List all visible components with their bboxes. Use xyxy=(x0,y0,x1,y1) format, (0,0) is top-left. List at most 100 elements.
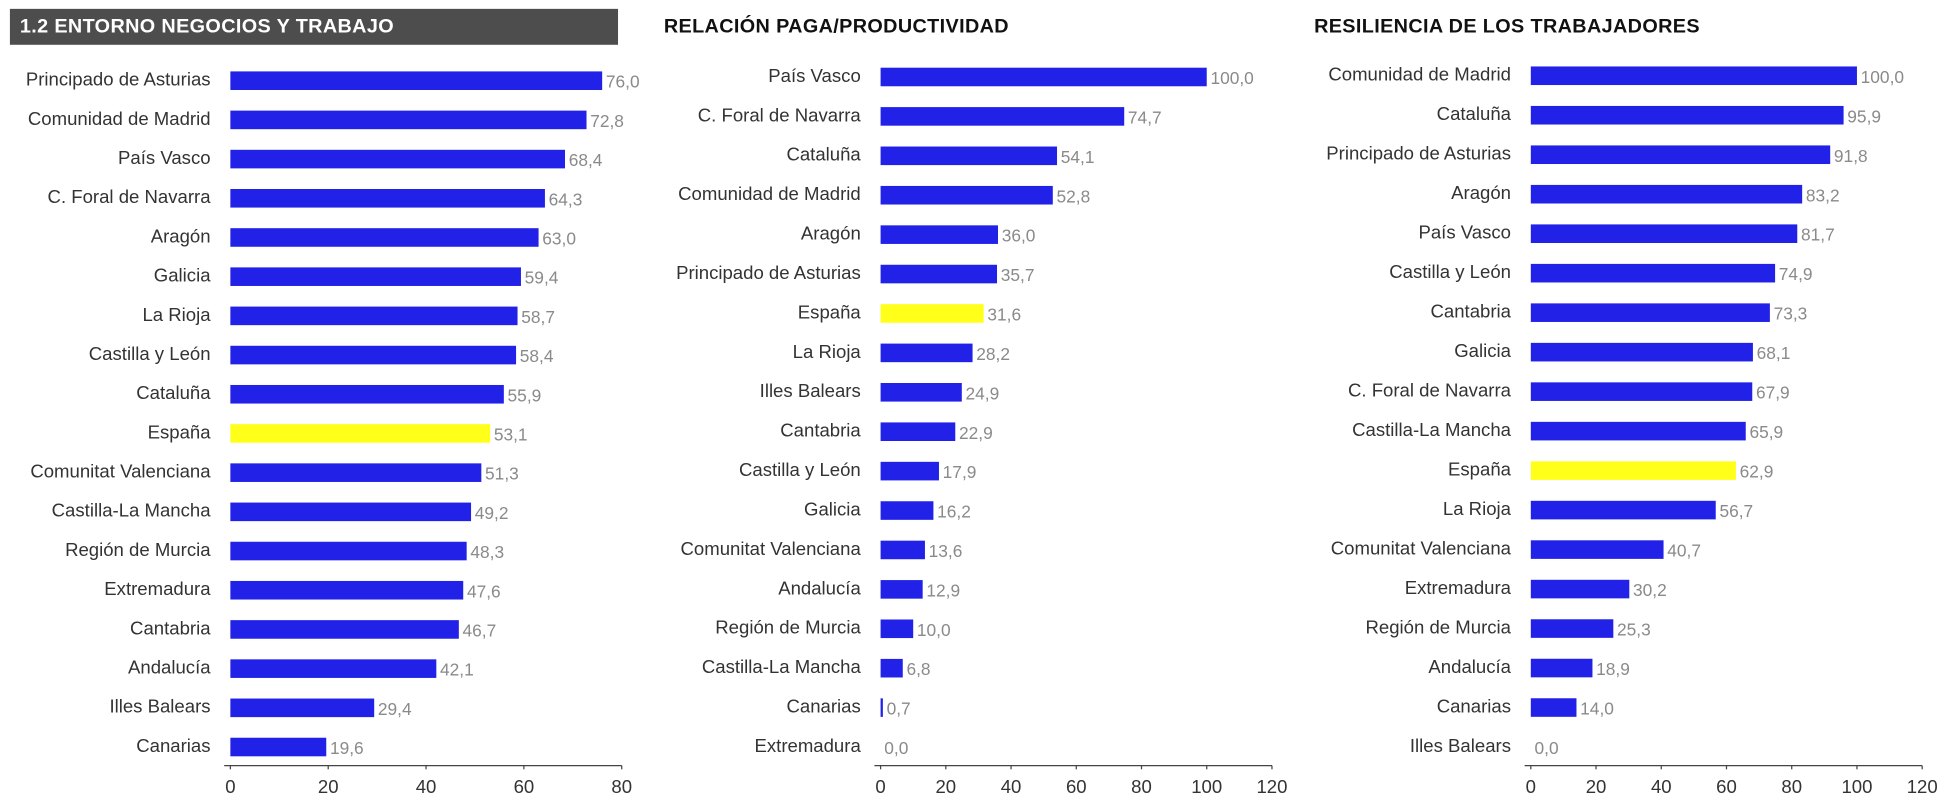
category-label: Andalucía xyxy=(128,657,211,678)
bar xyxy=(230,502,472,522)
category-label: España xyxy=(148,421,212,442)
bar xyxy=(1530,658,1593,678)
bar xyxy=(230,71,603,90)
value-label: 54,1 xyxy=(1061,147,1095,167)
category-label: Comunidad de Madrid xyxy=(28,108,211,129)
value-label: 10,0 xyxy=(917,620,951,640)
bar xyxy=(1530,698,1577,717)
x-tick-label: 40 xyxy=(416,776,437,797)
value-label: 76,0 xyxy=(606,72,640,92)
value-label: 0,0 xyxy=(1535,738,1559,758)
category-label: Cantabria xyxy=(780,420,861,441)
category-label: Región de Murcia xyxy=(65,539,211,560)
category-label: Principado de Asturias xyxy=(676,262,861,283)
value-label: 72,8 xyxy=(590,111,624,131)
category-label: Aragón xyxy=(151,225,211,246)
value-label: 100,0 xyxy=(1861,67,1904,87)
bar xyxy=(880,580,923,599)
bar xyxy=(880,383,962,402)
bar xyxy=(230,698,375,718)
bar xyxy=(880,540,925,560)
category-label: La Rioja xyxy=(793,341,862,362)
x-tick-label: 40 xyxy=(1651,776,1672,797)
value-label: 55,9 xyxy=(508,385,542,405)
x-tick-label: 60 xyxy=(1066,776,1087,797)
category-label: Comunitat Valenciana xyxy=(1331,537,1512,558)
x-tick-label: 20 xyxy=(935,776,956,797)
value-label: 58,4 xyxy=(520,346,554,366)
bar xyxy=(880,264,998,284)
value-label: 48,3 xyxy=(470,542,504,562)
category-label: Castilla-La Mancha xyxy=(1352,419,1512,440)
category-label: C. Foral de Navarra xyxy=(698,104,862,125)
category-label: Región de Murcia xyxy=(1366,616,1512,637)
bar xyxy=(1530,145,1831,165)
value-label: 68,1 xyxy=(1757,343,1791,363)
value-label: 19,6 xyxy=(330,738,364,758)
bar xyxy=(230,737,327,757)
x-tick-label: 0 xyxy=(875,776,885,797)
chart-title: 1.2 ENTORNO NEGOCIOS Y TRABAJO xyxy=(20,16,394,38)
bar xyxy=(880,619,914,639)
category-label: Extremadura xyxy=(755,735,862,756)
category-label: Galicia xyxy=(154,265,211,286)
value-label: 51,3 xyxy=(485,464,519,484)
bar xyxy=(1530,461,1736,480)
category-label: La Rioja xyxy=(1443,498,1512,519)
x-tick-label: 80 xyxy=(1131,776,1152,797)
value-label: 14,0 xyxy=(1580,699,1614,719)
value-label: 68,4 xyxy=(569,150,603,170)
bar xyxy=(1530,105,1844,125)
category-label: Castilla y León xyxy=(89,343,211,364)
chart-title: RELACIÓN PAGA/PRODUCTIVIDAD xyxy=(664,14,1009,38)
category-label: Canarias xyxy=(136,735,210,756)
bar xyxy=(880,185,1053,205)
bar xyxy=(880,304,984,323)
value-label: 36,0 xyxy=(1002,226,1036,246)
value-label: 24,9 xyxy=(966,383,1000,403)
category-label: Illes Balears xyxy=(109,696,210,717)
value-label: 62,9 xyxy=(1740,462,1774,482)
value-label: 49,2 xyxy=(475,503,509,523)
value-label: 67,9 xyxy=(1756,383,1790,403)
bar xyxy=(230,188,545,208)
category-label: Castilla-La Mancha xyxy=(702,656,862,677)
bar xyxy=(230,620,459,639)
bar xyxy=(1530,382,1753,401)
value-label: 100,0 xyxy=(1210,68,1253,88)
x-tick-label: 120 xyxy=(1907,776,1938,797)
bar xyxy=(1530,619,1614,638)
bar xyxy=(1530,500,1716,520)
bar xyxy=(880,225,998,244)
value-label: 91,8 xyxy=(1834,146,1868,166)
bar xyxy=(880,146,1058,166)
value-label: 29,4 xyxy=(378,699,412,719)
category-label: España xyxy=(798,301,862,322)
category-label: C. Foral de Navarra xyxy=(48,186,212,207)
value-label: 52,8 xyxy=(1057,186,1091,206)
bar xyxy=(880,67,1207,87)
value-label: 74,9 xyxy=(1779,264,1813,284)
value-label: 18,9 xyxy=(1596,659,1630,679)
value-label: 0,0 xyxy=(884,738,908,758)
bar xyxy=(230,384,504,404)
bar xyxy=(880,461,939,481)
category-label: Andalucía xyxy=(1428,656,1511,677)
value-label: 13,6 xyxy=(929,541,963,561)
category-label: Comunitat Valenciana xyxy=(681,538,862,559)
value-label: 12,9 xyxy=(926,580,960,600)
category-label: Canarias xyxy=(786,696,860,717)
bar xyxy=(1530,421,1746,441)
bar xyxy=(880,422,956,442)
category-label: País Vasco xyxy=(118,147,211,168)
bar xyxy=(1530,579,1630,599)
bar xyxy=(1530,184,1803,204)
category-label: Galicia xyxy=(1454,340,1511,361)
category-label: Aragón xyxy=(1451,182,1511,203)
value-label: 31,6 xyxy=(987,305,1021,325)
category-label: Extremadura xyxy=(1405,577,1512,598)
x-tick-label: 80 xyxy=(611,776,632,797)
category-label: Comunidad de Madrid xyxy=(1328,64,1511,85)
bar xyxy=(230,149,565,169)
